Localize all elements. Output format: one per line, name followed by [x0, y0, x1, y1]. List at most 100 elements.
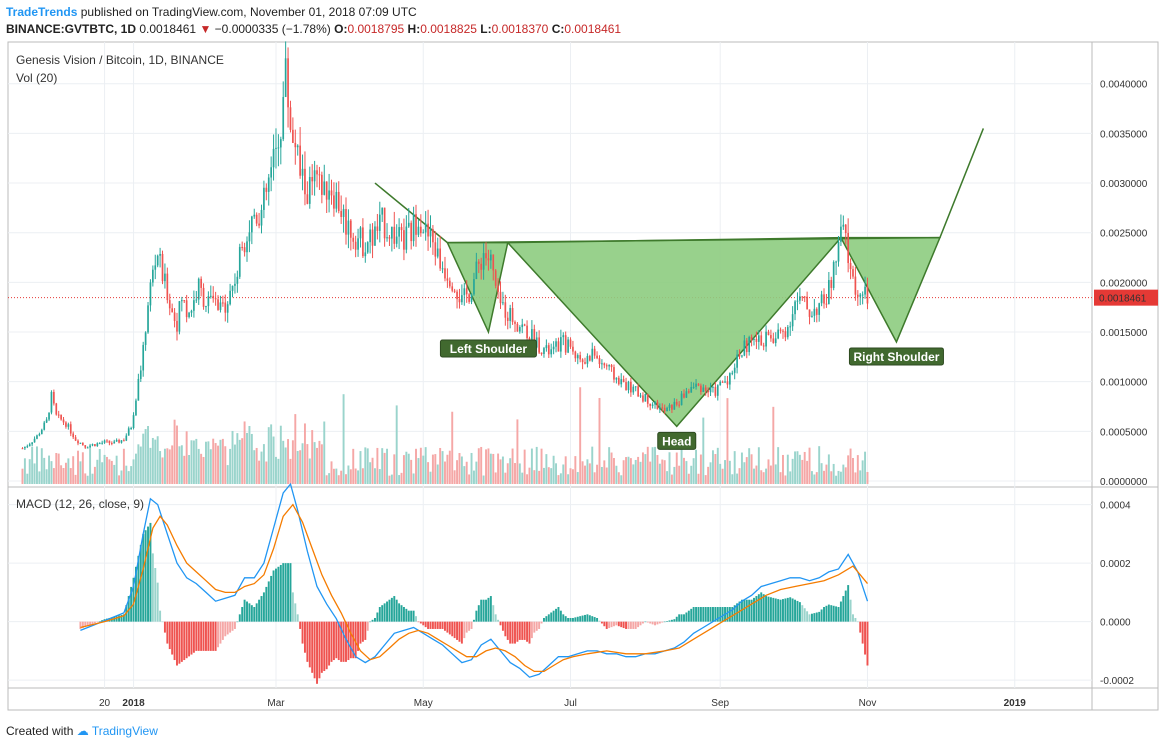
candle-body: [260, 209, 263, 226]
macd-histogram-bar: [654, 621, 656, 626]
volume-bar: [757, 447, 760, 484]
candle-body: [567, 339, 569, 353]
volume-bar: [188, 455, 191, 484]
volume-bar: [325, 475, 328, 484]
tradingview-logo-icon[interactable]: ☁: [76, 724, 89, 738]
candle-body: [523, 324, 526, 326]
volume-bar: [796, 451, 799, 484]
candle-body: [323, 181, 326, 195]
candle-body: [861, 294, 864, 296]
candle-body: [139, 370, 142, 379]
candle-body: [67, 424, 70, 427]
candle-body: [726, 381, 729, 385]
candle-body: [289, 107, 292, 130]
candle-body: [859, 294, 862, 297]
macd-histogram-bar: [451, 621, 454, 637]
macd-histogram-bar: [675, 616, 678, 622]
macd-histogram-bar: [122, 614, 125, 622]
volume-bar: [313, 442, 316, 484]
candle-body: [321, 174, 323, 195]
volume-bar: [798, 454, 801, 484]
macd-histogram-bar: [405, 608, 408, 622]
publisher-name[interactable]: TradeTrends: [6, 5, 78, 19]
candle-body: [231, 285, 234, 291]
volume-bar: [774, 464, 777, 484]
volume-bar: [526, 474, 529, 484]
macd-pane-title: MACD (12, 26, close, 9): [16, 497, 144, 511]
macd-histogram-bar: [779, 599, 782, 622]
macd-histogram-bar: [523, 621, 526, 640]
macd-histogram-bar: [514, 621, 516, 644]
volume-bar: [33, 463, 36, 484]
macd-histogram-bar: [497, 619, 500, 622]
head-label-box: [657, 431, 697, 450]
volume-bar: [784, 475, 787, 484]
volume-bar: [477, 448, 480, 484]
candle-body: [359, 227, 362, 239]
macd-histogram-bar: [533, 621, 536, 633]
candle-body: [115, 439, 118, 442]
candle-body: [504, 302, 507, 318]
candle-body: [656, 401, 659, 410]
candle-body: [543, 348, 545, 354]
volume-bar: [439, 447, 442, 484]
macd-histogram-bar: [139, 544, 142, 622]
volume-bar: [530, 448, 533, 484]
signal-line: [80, 503, 869, 673]
price-tick-label: 0.0040000: [1100, 80, 1148, 91]
volume-bar: [79, 461, 82, 484]
candle-body: [419, 226, 422, 234]
macd-histogram-bar: [320, 621, 323, 673]
candle-body: [598, 358, 601, 365]
candle-body: [123, 440, 125, 442]
candle-body: [296, 145, 299, 148]
macd-histogram-bar: [407, 610, 410, 622]
volume-bar: [320, 444, 323, 484]
volume-bar: [733, 451, 736, 484]
candle-body: [279, 139, 282, 148]
volume-bar: [122, 448, 125, 484]
macd-histogram-bar: [559, 610, 562, 622]
volume-bar: [371, 457, 374, 484]
candle-body: [275, 147, 277, 149]
volume-bar: [767, 459, 770, 484]
macd-histogram-bar: [644, 621, 647, 623]
macd-histogram-bar: [745, 599, 748, 622]
head-and-shoulders-pattern: [374, 128, 985, 428]
volume-bar: [468, 474, 471, 484]
candle-body: [362, 227, 364, 257]
macd-tick-label: 0.0000: [1100, 618, 1131, 629]
volume-bar: [564, 456, 567, 484]
volume-bar: [328, 473, 331, 484]
candle-body: [152, 269, 154, 283]
volume-bar: [270, 424, 273, 484]
candle-body: [617, 377, 620, 385]
candle-body: [767, 331, 770, 336]
macd-histogram-bar: [627, 621, 630, 629]
volume-bar: [588, 463, 591, 484]
ohlc-values: O:0.0018795 H:0.0018825 L:0.0018370 C:0.…: [334, 22, 621, 36]
candle-body: [205, 306, 207, 308]
volume-bar: [342, 394, 345, 484]
volume-bar: [538, 470, 541, 484]
macd-histogram-bar: [837, 607, 840, 622]
candle-body: [743, 340, 746, 356]
volume-bar: [226, 465, 229, 484]
candle-body: [815, 308, 818, 315]
volume-bar: [106, 456, 108, 484]
macd-histogram-bar: [89, 621, 92, 626]
tradingview-link[interactable]: TradingView: [91, 724, 158, 738]
macd-tick-label: 0.0004: [1100, 501, 1131, 512]
volume-bar: [277, 458, 280, 484]
volume-bar: [856, 455, 859, 484]
volume-bar: [463, 466, 466, 484]
volume-bar: [347, 465, 350, 484]
macd-histogram-bar: [603, 621, 606, 627]
volume-bar: [842, 464, 845, 484]
price-tick-label: 0.0015000: [1100, 328, 1148, 339]
candle-body: [96, 443, 99, 447]
volume-bar: [84, 473, 87, 484]
macd-histogram-bar: [383, 603, 386, 622]
macd-histogram-bar: [767, 596, 770, 622]
